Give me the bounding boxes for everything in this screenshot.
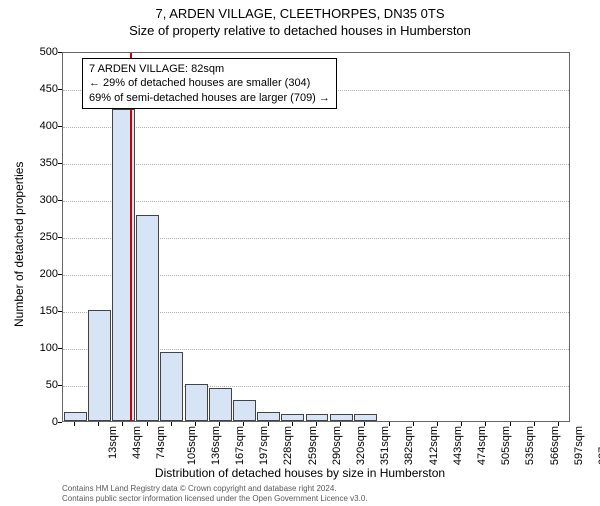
y-tick-label: 200 bbox=[22, 268, 58, 280]
histogram-bar bbox=[354, 414, 377, 421]
y-tick-mark bbox=[58, 52, 62, 53]
x-tick-mark bbox=[316, 422, 317, 426]
x-tick-label: 74sqm bbox=[156, 426, 168, 459]
x-tick-mark bbox=[510, 422, 511, 426]
y-tick-mark bbox=[58, 237, 62, 238]
x-tick-mark bbox=[147, 422, 148, 426]
y-tick-label: 350 bbox=[22, 157, 58, 169]
chart-title-main: 7, ARDEN VILLAGE, CLEETHORPES, DN35 0TS bbox=[0, 6, 600, 21]
y-tick-label: 500 bbox=[22, 46, 58, 58]
annotation-line-3: 69% of semi-detached houses are larger (… bbox=[89, 91, 330, 105]
x-tick-label: 443sqm bbox=[452, 426, 464, 465]
y-tick-mark bbox=[58, 200, 62, 201]
x-tick-mark bbox=[340, 422, 341, 426]
x-tick-label: 412sqm bbox=[428, 426, 440, 465]
y-tick-mark bbox=[58, 274, 62, 275]
x-axis-label: Distribution of detached houses by size … bbox=[0, 466, 600, 480]
y-tick-label: 0 bbox=[22, 416, 58, 428]
x-tick-mark bbox=[268, 422, 269, 426]
histogram-bar bbox=[88, 310, 111, 421]
histogram-bar bbox=[209, 388, 232, 421]
y-tick-label: 450 bbox=[22, 83, 58, 95]
y-tick-label: 400 bbox=[22, 120, 58, 132]
chart-title-sub: Size of property relative to detached ho… bbox=[0, 23, 600, 38]
x-tick-label: 566sqm bbox=[549, 426, 561, 465]
x-tick-mark bbox=[389, 422, 390, 426]
y-tick-mark bbox=[58, 422, 62, 423]
x-tick-label: 535sqm bbox=[524, 426, 536, 465]
x-tick-label: 474sqm bbox=[476, 426, 488, 465]
gridline bbox=[63, 201, 569, 202]
y-tick-mark bbox=[58, 348, 62, 349]
x-tick-mark bbox=[219, 422, 220, 426]
x-tick-label: 228sqm bbox=[283, 426, 295, 465]
x-tick-mark bbox=[122, 422, 123, 426]
chart-container: 7, ARDEN VILLAGE, CLEETHORPES, DN35 0TS … bbox=[0, 6, 600, 506]
y-tick-label: 50 bbox=[22, 379, 58, 391]
histogram-bar bbox=[330, 414, 353, 421]
y-tick-mark bbox=[58, 126, 62, 127]
x-tick-mark bbox=[485, 422, 486, 426]
x-tick-label: 382sqm bbox=[404, 426, 416, 465]
x-tick-mark bbox=[195, 422, 196, 426]
annotation-line-1: 7 ARDEN VILLAGE: 82sqm bbox=[89, 62, 330, 76]
x-tick-label: 290sqm bbox=[331, 426, 343, 465]
x-tick-mark bbox=[461, 422, 462, 426]
x-tick-label: 351sqm bbox=[379, 426, 391, 465]
histogram-bar bbox=[64, 412, 87, 421]
histogram-bar bbox=[257, 412, 280, 421]
gridline bbox=[63, 164, 569, 165]
histogram-bar bbox=[233, 400, 256, 421]
histogram-bar bbox=[136, 215, 159, 421]
x-tick-mark bbox=[243, 422, 244, 426]
y-tick-label: 300 bbox=[22, 194, 58, 206]
x-tick-label: 136sqm bbox=[210, 426, 222, 465]
y-tick-mark bbox=[58, 311, 62, 312]
x-tick-label: 105sqm bbox=[186, 426, 198, 465]
x-tick-mark bbox=[364, 422, 365, 426]
x-tick-mark bbox=[171, 422, 172, 426]
annotation-box: 7 ARDEN VILLAGE: 82sqm ← 29% of detached… bbox=[82, 58, 337, 109]
histogram-bar bbox=[281, 414, 304, 421]
gridline bbox=[63, 127, 569, 128]
y-axis-label: Number of detached properties bbox=[12, 162, 26, 327]
annotation-line-2: ← 29% of detached houses are smaller (30… bbox=[89, 76, 330, 90]
x-tick-mark bbox=[98, 422, 99, 426]
y-tick-label: 250 bbox=[22, 231, 58, 243]
histogram-bar bbox=[185, 384, 208, 421]
footer-line-2: Contains public sector information licen… bbox=[62, 494, 570, 504]
x-tick-label: 13sqm bbox=[107, 426, 119, 459]
histogram-bar bbox=[160, 352, 183, 421]
x-tick-mark bbox=[558, 422, 559, 426]
y-tick-label: 150 bbox=[22, 305, 58, 317]
y-tick-mark bbox=[58, 89, 62, 90]
x-tick-label: 597sqm bbox=[573, 426, 585, 465]
y-tick-mark bbox=[58, 163, 62, 164]
y-tick-label: 100 bbox=[22, 342, 58, 354]
x-tick-label: 167sqm bbox=[234, 426, 246, 465]
x-tick-label: 197sqm bbox=[258, 426, 270, 465]
x-tick-label: 44sqm bbox=[131, 426, 143, 459]
x-tick-mark bbox=[74, 422, 75, 426]
x-tick-mark bbox=[413, 422, 414, 426]
x-tick-label: 259sqm bbox=[307, 426, 319, 465]
footer-attribution: Contains HM Land Registry data © Crown c… bbox=[62, 484, 570, 503]
histogram-bar bbox=[306, 414, 329, 421]
footer-line-1: Contains HM Land Registry data © Crown c… bbox=[62, 484, 570, 494]
x-tick-label: 320sqm bbox=[355, 426, 367, 465]
x-tick-label: 505sqm bbox=[500, 426, 512, 465]
x-tick-mark bbox=[534, 422, 535, 426]
x-tick-mark bbox=[292, 422, 293, 426]
x-tick-mark bbox=[437, 422, 438, 426]
y-tick-mark bbox=[58, 385, 62, 386]
